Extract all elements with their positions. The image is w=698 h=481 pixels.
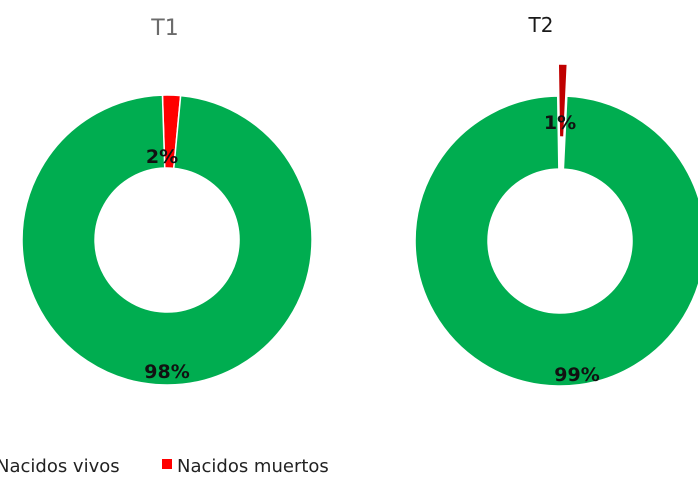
data-label-t1-vivos: 98% [144,361,189,383]
legend-label-muertos: Nacidos muertos [177,456,329,477]
data-label-t1-muertos: 2% [146,146,178,168]
chart-title-t1: T1 [150,16,178,41]
data-label-t2-vivos: 99% [554,364,599,386]
chart-title-t2: T2 [528,13,554,37]
chart-t2: T2 1% 99% [414,13,698,387]
slices-t2 [414,63,698,387]
legend: Nacidos vivos Nacidos muertos [0,456,329,477]
data-label-t2-muertos: 1% [544,112,576,134]
slices-t1 [21,94,313,386]
legend-swatch-muertos [162,459,172,469]
chart-t1: T1 2% 98% [21,16,313,386]
slice-t2-muertos [557,63,569,138]
slice-t1-vivos [21,94,313,386]
legend-label-vivos: Nacidos vivos [0,456,120,477]
slice-t2-vivos [414,95,698,387]
